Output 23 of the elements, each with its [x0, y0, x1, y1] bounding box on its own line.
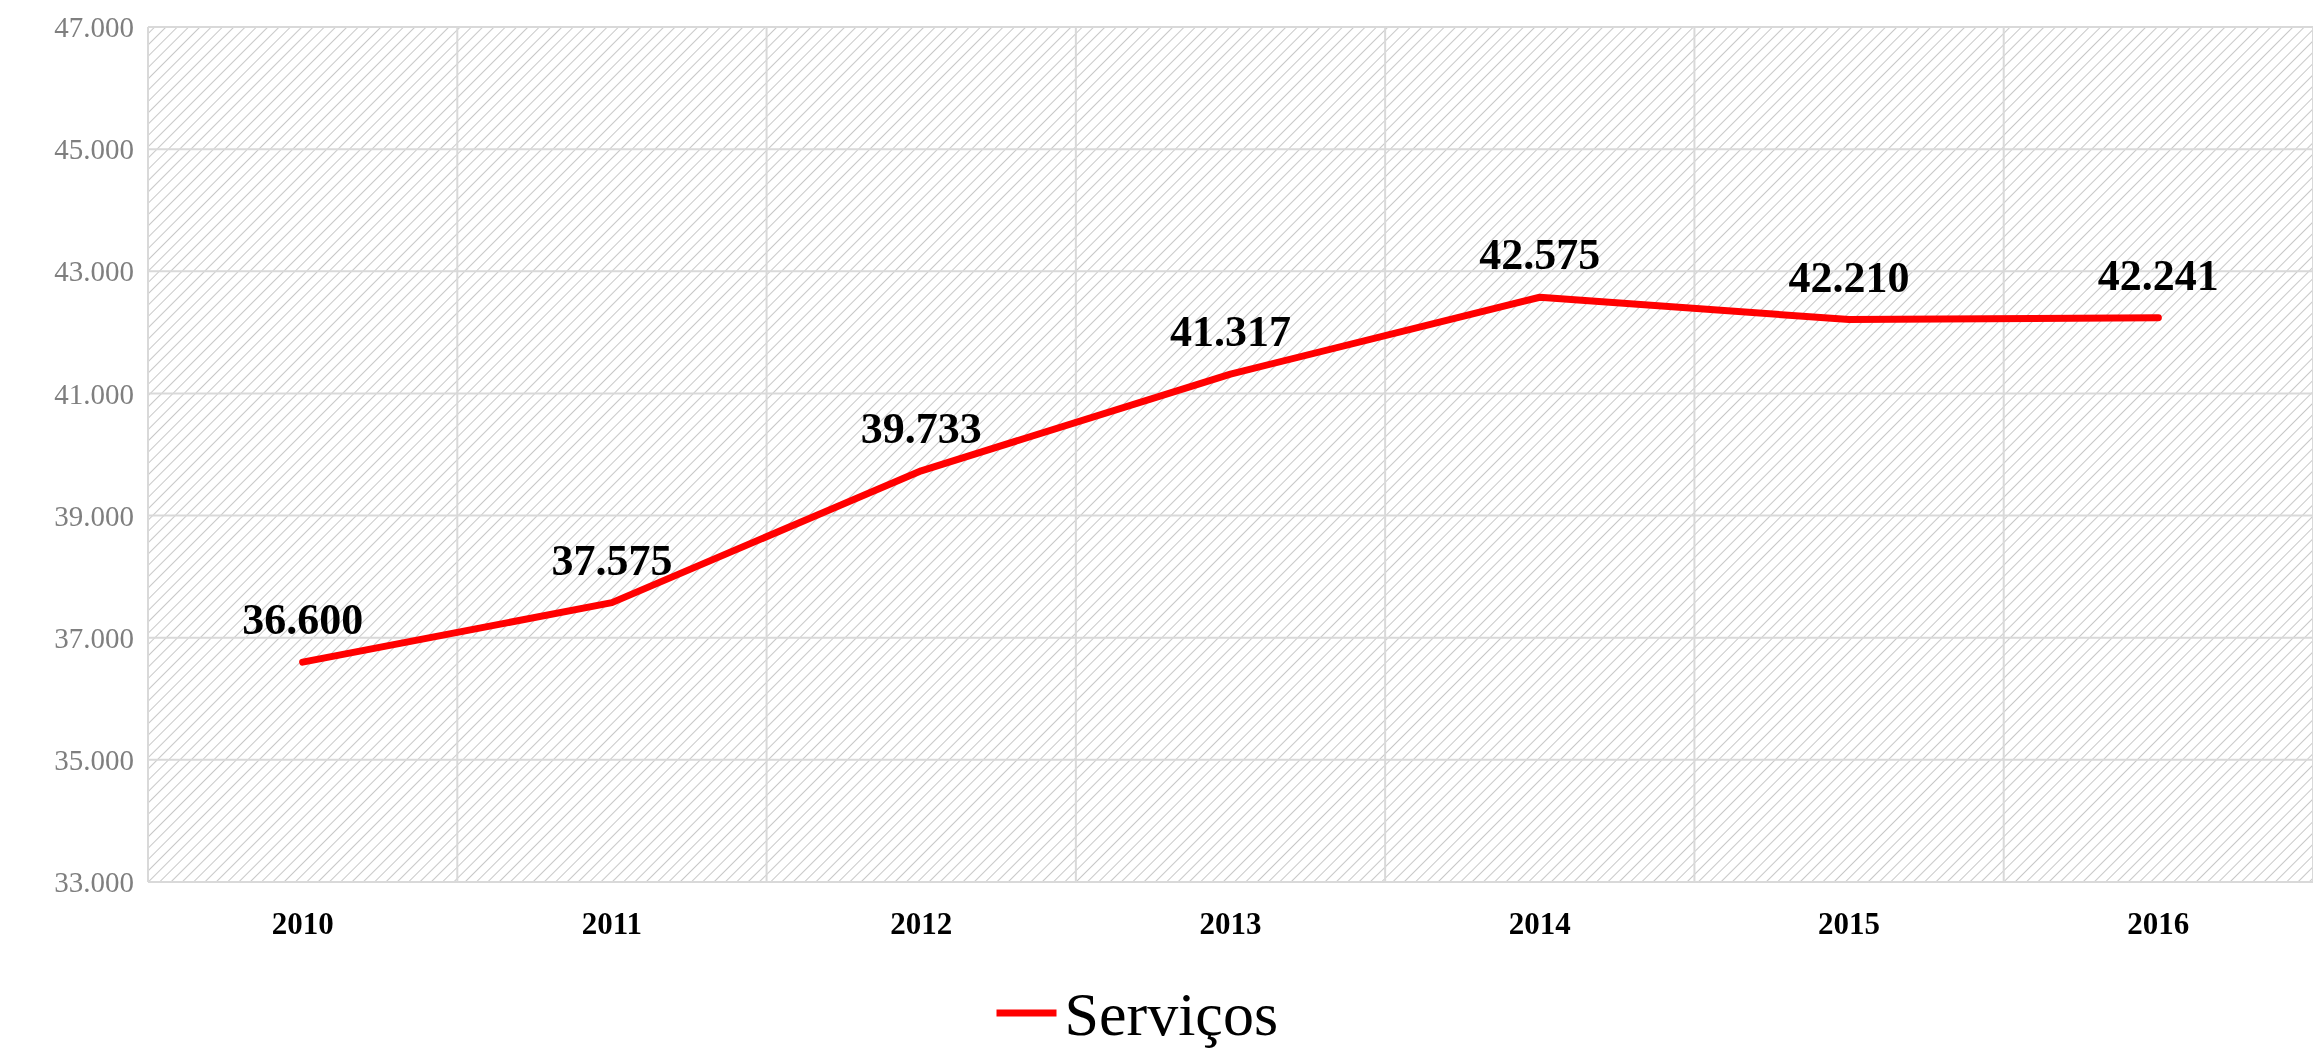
y-tick-label: 39.000: [54, 499, 134, 532]
y-tick-label: 47.000: [54, 11, 134, 44]
y-tick-label: 33.000: [54, 866, 134, 899]
data-label: 37.575: [551, 535, 673, 585]
data-label: 42.575: [1479, 230, 1601, 280]
x-tick-label: 2010: [271, 906, 334, 941]
x-tick-label: 2015: [1818, 906, 1881, 941]
data-label: 36.600: [242, 595, 364, 645]
x-tick-label: 2012: [890, 906, 953, 941]
x-tick-label: 2014: [1508, 906, 1571, 941]
data-label: 42.210: [1788, 252, 1910, 302]
y-tick-label: 45.000: [54, 133, 134, 166]
x-tick-label: 2016: [2127, 906, 2190, 941]
y-tick-label: 37.000: [54, 621, 134, 654]
data-label: 41.317: [1170, 307, 1291, 357]
x-tick-label: 2013: [1199, 906, 1262, 941]
y-tick-label: 43.000: [54, 255, 134, 288]
data-label: 42.241: [2097, 250, 2219, 300]
x-tick-label: 2011: [581, 906, 643, 941]
data-label: 39.733: [860, 403, 982, 453]
y-tick-label: 35.000: [54, 744, 134, 777]
legend-label: Serviços: [1064, 979, 1279, 1048]
y-tick-label: 41.000: [54, 377, 134, 410]
